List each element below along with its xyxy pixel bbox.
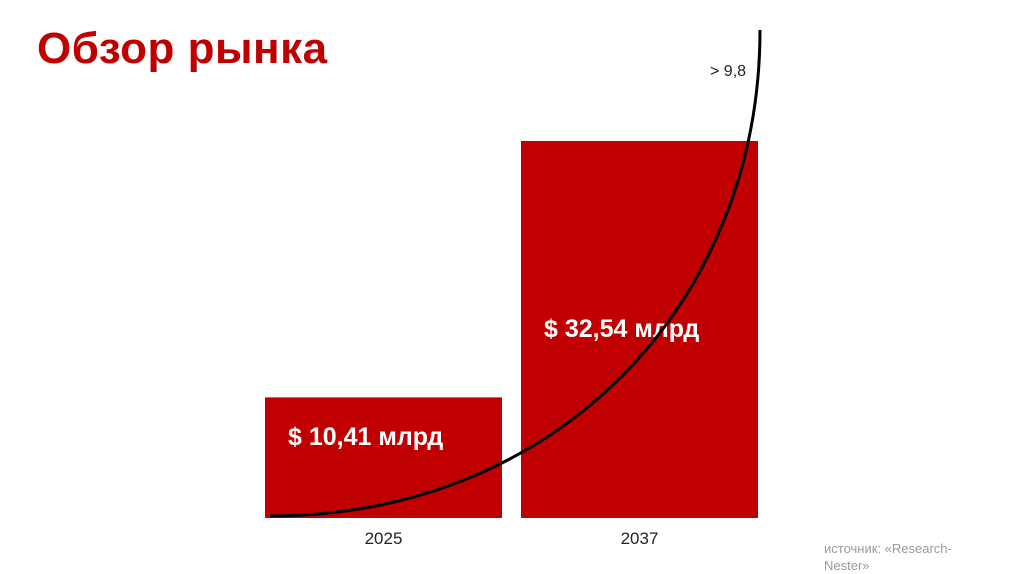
bar-data-label: $ 10,41 млрд: [288, 423, 443, 451]
x-tick-label: 2037: [621, 529, 659, 548]
source-note: источник: «Research-Nester»: [824, 541, 952, 573]
bar-2025: [265, 397, 502, 518]
growth-curve: [269, 29, 762, 518]
slide-title: Обзор рынка: [37, 24, 328, 73]
bars-group: [265, 141, 758, 518]
bar-data-label: $ 32,54 млрд: [544, 315, 699, 343]
growth-annotation: > 9,8: [710, 63, 746, 80]
x-tick-label: 2025: [365, 529, 403, 548]
labels-group: $ 10,41 млрд 2025 $ 32,54 млрд 2037: [288, 315, 699, 548]
bar-2037: [521, 141, 758, 518]
